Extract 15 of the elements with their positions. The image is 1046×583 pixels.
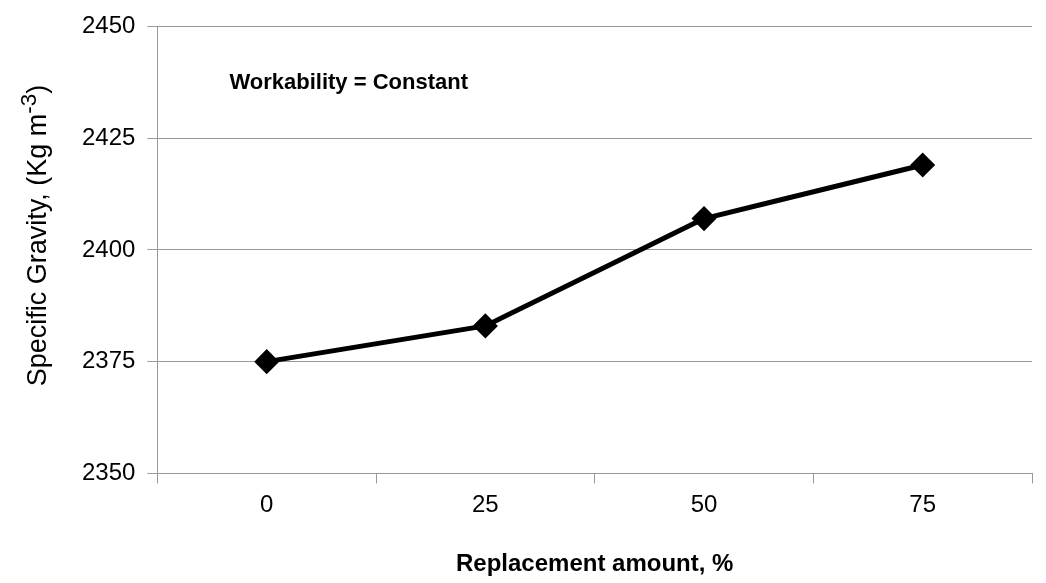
point bbox=[255, 350, 279, 374]
y-tick-label: 2400 bbox=[82, 234, 136, 262]
point bbox=[473, 314, 497, 338]
x-tick-label: 75 bbox=[909, 490, 937, 518]
point bbox=[911, 153, 935, 177]
x-axis-title: Replacement amount, % bbox=[455, 549, 734, 577]
x-tick-label: 50 bbox=[690, 490, 718, 518]
annotation: Workability = Constant bbox=[229, 69, 469, 95]
y-tick-label: 2350 bbox=[82, 458, 136, 486]
x-tick-label: 0 bbox=[260, 490, 274, 518]
point bbox=[692, 207, 716, 231]
y-tick-label: 2425 bbox=[82, 122, 136, 150]
x-tick-label: 25 bbox=[472, 490, 499, 518]
y-tick-label: 2450 bbox=[82, 11, 136, 39]
y-tick-label: 2375 bbox=[82, 346, 136, 374]
